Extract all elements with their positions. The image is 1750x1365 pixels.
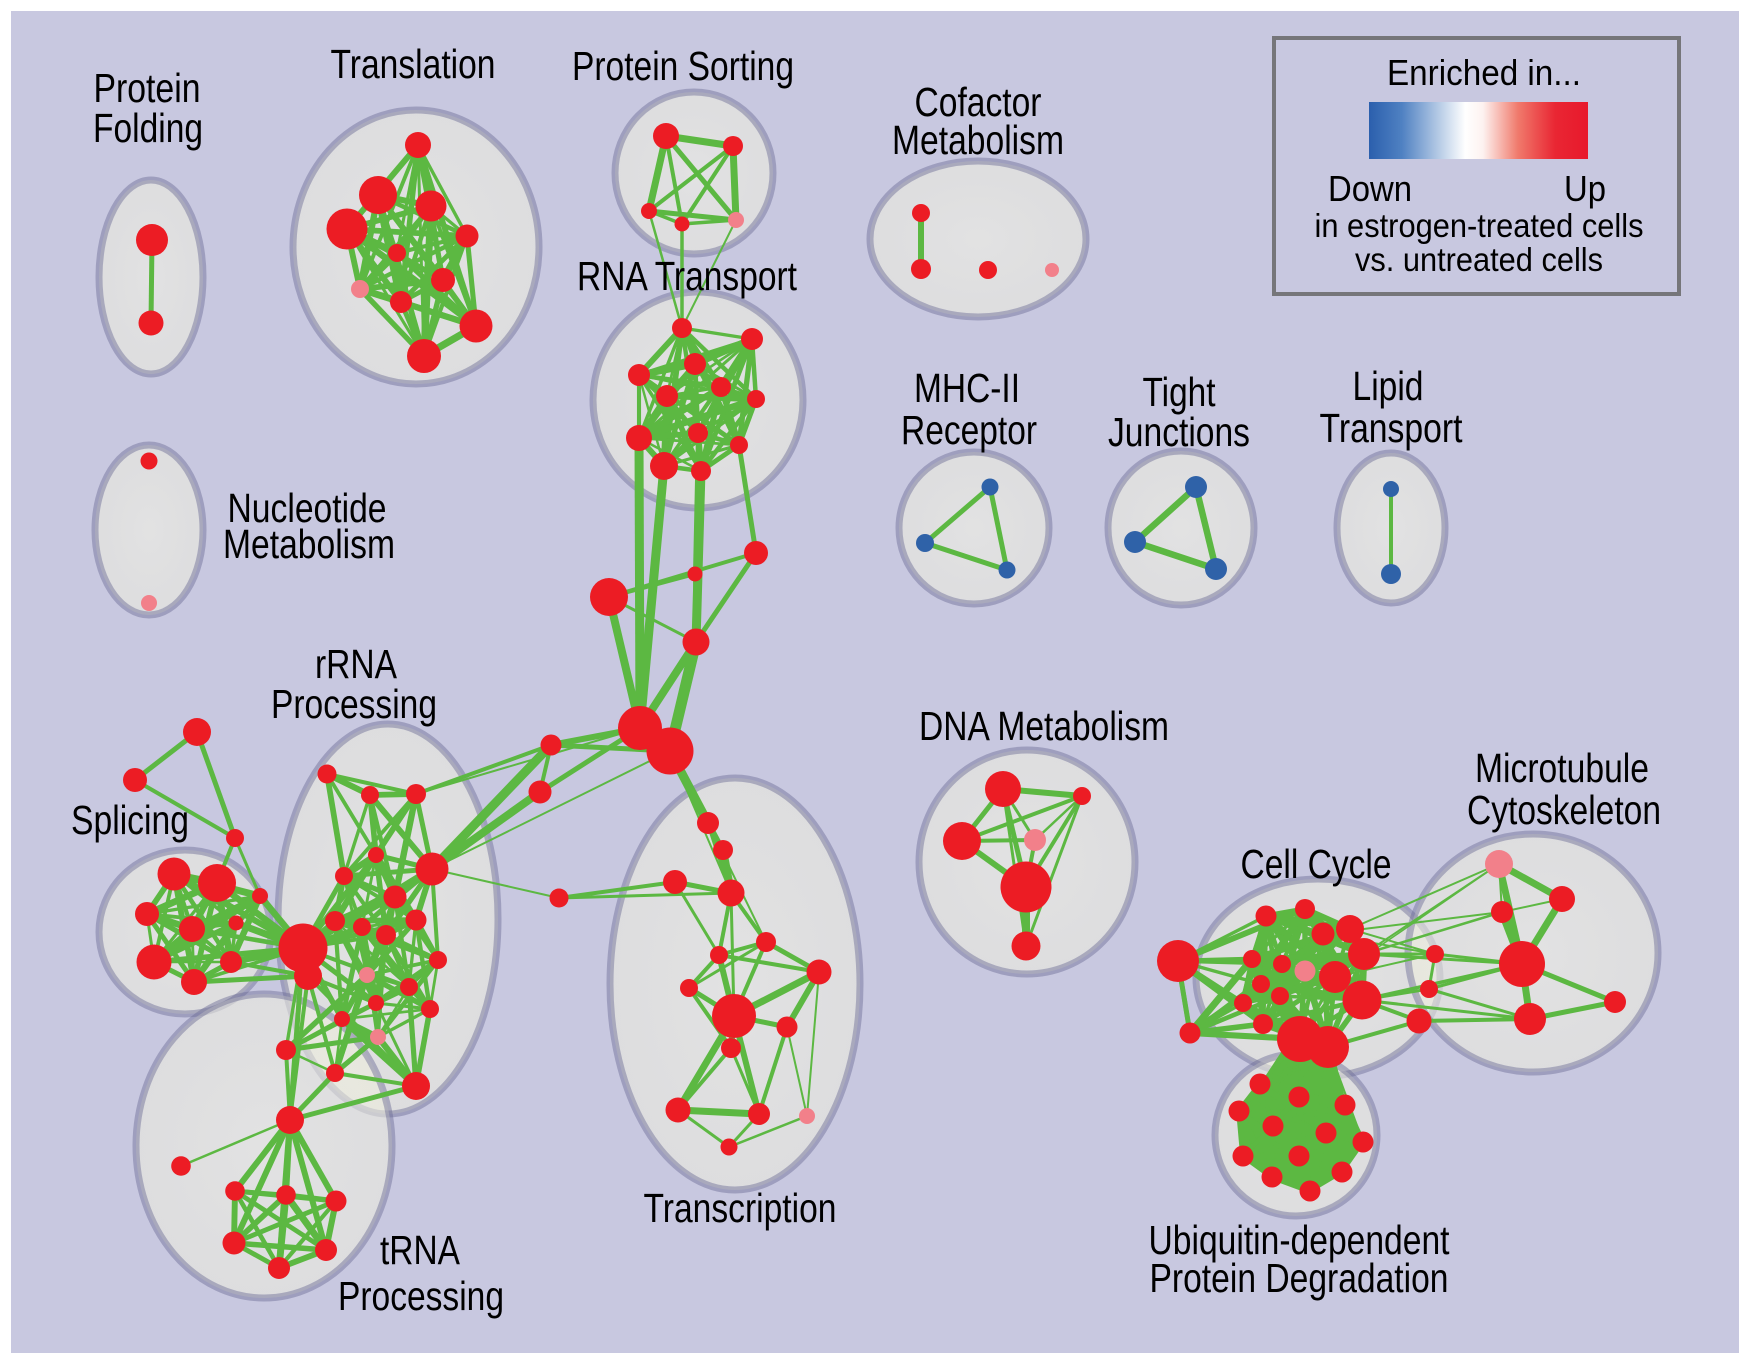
svg-text:Metabolism: Metabolism <box>892 117 1064 163</box>
svg-text:Processing: Processing <box>271 681 437 727</box>
svg-text:Nucleotide: Nucleotide <box>228 485 387 531</box>
svg-text:MHC-II: MHC-II <box>914 365 1020 411</box>
svg-text:Splicing: Splicing <box>71 797 189 843</box>
svg-text:Tight: Tight <box>1143 369 1216 415</box>
svg-text:vs. untreated cells: vs. untreated cells <box>1355 241 1603 278</box>
svg-text:Up: Up <box>1564 168 1606 209</box>
svg-text:rRNA: rRNA <box>315 641 398 687</box>
svg-text:Protein Sorting: Protein Sorting <box>572 43 794 89</box>
svg-text:Protein: Protein <box>94 65 201 111</box>
svg-text:Metabolism: Metabolism <box>223 521 395 567</box>
svg-text:Folding: Folding <box>93 105 203 151</box>
svg-text:Cytoskeleton: Cytoskeleton <box>1467 787 1661 833</box>
svg-text:Translation: Translation <box>331 41 496 87</box>
svg-text:DNA Metabolism: DNA Metabolism <box>919 703 1169 749</box>
svg-text:Cofactor: Cofactor <box>915 79 1042 125</box>
svg-text:Receptor: Receptor <box>901 407 1037 453</box>
svg-text:Junctions: Junctions <box>1108 409 1250 455</box>
svg-text:Transcription: Transcription <box>644 1185 837 1231</box>
svg-text:Down: Down <box>1328 168 1412 209</box>
svg-text:Cell Cycle: Cell Cycle <box>1241 841 1392 887</box>
svg-text:Ubiquitin-dependent: Ubiquitin-dependent <box>1149 1217 1450 1263</box>
svg-text:Protein Degradation: Protein Degradation <box>1150 1255 1449 1301</box>
svg-text:tRNA: tRNA <box>380 1227 461 1273</box>
svg-text:Microtubule: Microtubule <box>1475 745 1649 791</box>
svg-text:Enriched in...: Enriched in... <box>1387 52 1581 93</box>
svg-text:RNA Transport: RNA Transport <box>577 253 797 299</box>
svg-text:Transport: Transport <box>1320 405 1463 451</box>
svg-text:Lipid: Lipid <box>1353 363 1424 409</box>
svg-text:in estrogen-treated cells: in estrogen-treated cells <box>1315 207 1644 244</box>
svg-text:Processing: Processing <box>338 1273 504 1319</box>
